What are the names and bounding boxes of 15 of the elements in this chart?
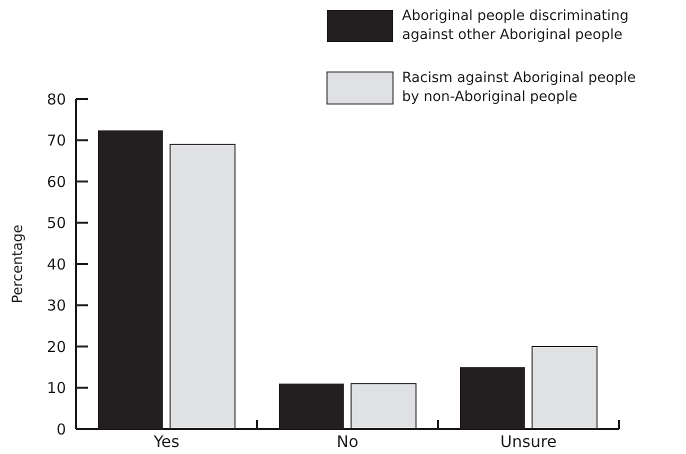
y-tick-label: 30 xyxy=(46,296,66,314)
y-tick-label: 10 xyxy=(46,379,66,397)
x-tick-label: Yes xyxy=(152,432,180,451)
x-tick-label: Unsure xyxy=(500,432,557,451)
legend-label: Racism against Aboriginal people by non-Aboriginal people xyxy=(402,70,636,105)
y-axis-title: Percentage xyxy=(10,224,26,304)
y-tick-label: 20 xyxy=(46,338,66,356)
y-tick-label: 0 xyxy=(56,420,66,438)
y-tick-label: 60 xyxy=(46,172,66,191)
x-tick-label: No xyxy=(336,432,358,451)
y-tick-label: 70 xyxy=(46,132,66,150)
y-tick-label: 40 xyxy=(46,255,66,274)
y-tick-label: 80 xyxy=(46,90,66,108)
legend-label: Aboriginal people discriminating against other Aboriginal people xyxy=(402,8,629,43)
y-tick-label: 50 xyxy=(46,214,66,232)
